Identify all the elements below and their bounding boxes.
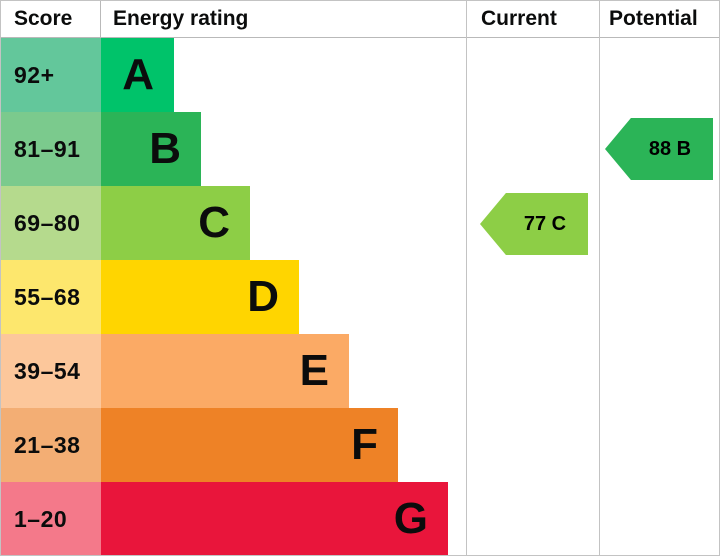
band-letter: B xyxy=(149,124,181,173)
band-bar-c: C xyxy=(101,186,250,260)
band-row-g: 1–20 G xyxy=(1,482,719,555)
column-header-potential: Potential xyxy=(609,7,698,30)
band-letter: E xyxy=(299,346,329,395)
band-row-b: 81–91 B xyxy=(1,112,719,186)
band-bar-f: F xyxy=(101,408,398,482)
band-letter: A xyxy=(122,50,154,99)
score-range-cell: 69–80 xyxy=(1,186,101,260)
current-rating-label: 77 C xyxy=(523,212,567,235)
score-range-cell: 81–91 xyxy=(1,112,101,186)
band-letter: F xyxy=(351,420,378,469)
rating-bands: 92+ A 81–91 B 69–80 C 55–68 D 39–54 E 21–38 F 1–20 G xyxy=(1,38,719,555)
band-bar-g: G xyxy=(101,482,448,555)
column-header-energy-rating: Energy rating xyxy=(113,7,249,30)
band-bar-d: D xyxy=(101,260,299,334)
score-range-cell: 21–38 xyxy=(1,408,101,482)
column-divider-rating-current xyxy=(466,1,467,555)
potential-rating-arrow: 88 B xyxy=(605,118,713,180)
band-row-d: 55–68 D xyxy=(1,260,719,334)
score-range-cell: 55–68 xyxy=(1,260,101,334)
band-letter: C xyxy=(198,198,230,247)
band-row-f: 21–38 F xyxy=(1,408,719,482)
band-letter: D xyxy=(247,272,279,321)
current-rating-arrow: 77 C xyxy=(480,193,588,255)
potential-rating-label: 88 B xyxy=(648,137,692,160)
table-header: Score Energy rating Current Potential xyxy=(1,1,719,38)
score-range-cell: 39–54 xyxy=(1,334,101,408)
band-row-c: 69–80 C xyxy=(1,186,719,260)
band-bar-a: A xyxy=(101,38,174,112)
band-bar-e: E xyxy=(101,334,349,408)
column-header-score: Score xyxy=(1,1,101,37)
band-row-e: 39–54 E xyxy=(1,334,719,408)
score-range-cell: 1–20 xyxy=(1,482,101,555)
column-divider-current-potential xyxy=(599,1,600,555)
band-bar-b: B xyxy=(101,112,201,186)
score-range-cell: 92+ xyxy=(1,38,101,112)
band-row-a: 92+ A xyxy=(1,38,719,112)
column-header-current: Current xyxy=(481,7,557,30)
band-letter: G xyxy=(393,494,428,543)
